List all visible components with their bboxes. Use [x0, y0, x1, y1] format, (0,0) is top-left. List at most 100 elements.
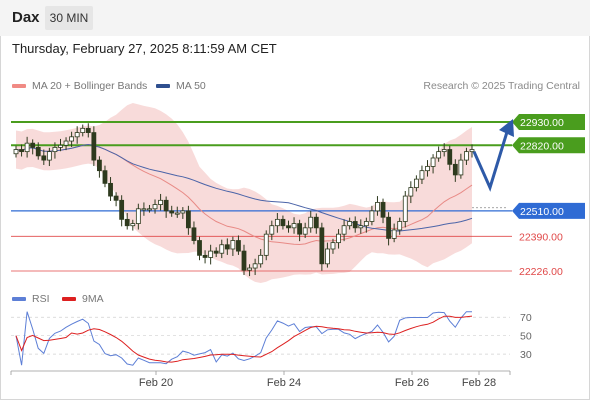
level-label-22510.00: 22510.00 [520, 206, 564, 218]
candle-body [152, 204, 158, 210]
rsi-tick-label: 50 [520, 331, 532, 343]
rsi-tick-label: 70 [520, 312, 532, 324]
level-label-22226.00: 22226.00 [519, 266, 563, 278]
rsi-ma-label: 9MA [82, 293, 104, 305]
candle-body [119, 199, 125, 220]
level-label-22930.00: 22930.00 [520, 117, 564, 129]
candle-body [197, 240, 202, 256]
rsi-swatch [12, 297, 26, 302]
candle-body [202, 254, 208, 258]
rsi-line [15, 311, 472, 366]
candle-body [97, 159, 102, 172]
candle-body [174, 212, 180, 215]
x-tick-label: Feb 20 [139, 377, 173, 389]
candle-body [464, 151, 469, 161]
candle-body [130, 223, 136, 227]
candle-body [458, 159, 464, 176]
candle-body [447, 149, 453, 165]
candle-body [169, 210, 175, 214]
x-tick-label: Feb 26 [395, 377, 429, 389]
candle-body [52, 146, 58, 153]
candle-body [430, 157, 436, 167]
ma50-label: MA 50 [176, 80, 206, 92]
candle-body [213, 250, 219, 254]
candle-body [391, 229, 397, 239]
candle-body [291, 223, 297, 229]
candle-body [69, 136, 75, 142]
level-label-22820.00: 22820.00 [520, 140, 564, 152]
candle-body [319, 227, 325, 265]
candle-body [325, 248, 330, 265]
candle-body [308, 216, 314, 229]
candle-body [224, 244, 230, 250]
candle-body [380, 202, 386, 218]
candle-body [80, 127, 86, 133]
candle-body [436, 151, 442, 159]
candle-body [258, 254, 264, 265]
symbol-label: Dax [12, 9, 40, 26]
candles [13, 123, 475, 277]
level-label-22390.00: 22390.00 [519, 231, 563, 243]
candle-body [330, 242, 336, 250]
candle-body [286, 225, 291, 229]
candle-body [425, 166, 430, 172]
candle-body [358, 225, 364, 229]
legend-rsi: RSI [12, 293, 50, 305]
x-tick-label: Feb 24 [267, 377, 301, 389]
candle-body [413, 178, 419, 189]
candle-body [113, 195, 119, 201]
legend-ma20: MA 20 + Bollinger Bands [12, 80, 147, 92]
candle-body [313, 216, 319, 229]
candle-body [336, 233, 341, 244]
candle-body [191, 227, 197, 241]
candle-body [141, 208, 147, 211]
candle-body [63, 140, 69, 146]
candle-body [341, 225, 347, 235]
forecast-arrowhead [499, 119, 514, 137]
forecast-arrow [472, 131, 509, 192]
candle-body [386, 216, 391, 239]
candle-body [263, 233, 269, 256]
candle-body [408, 187, 414, 197]
ma20-label: MA 20 + Bollinger Bands [32, 80, 148, 92]
timeframe-button[interactable]: 30 MIN [45, 6, 93, 30]
rsi-ma-swatch [62, 297, 76, 302]
candle-body [274, 218, 280, 227]
candle-body [180, 210, 186, 214]
candle-body [108, 182, 113, 197]
candle-body [30, 142, 36, 148]
legend-ma50: MA 50 [156, 80, 206, 92]
candle-body [46, 151, 52, 161]
candle-body [369, 210, 375, 222]
candle-body [185, 210, 191, 229]
candle-body [124, 218, 130, 227]
rsi-label: RSI [32, 293, 50, 305]
legend-9ma: 9MA [62, 293, 104, 305]
candle-body [375, 202, 380, 212]
ma20-swatch [12, 84, 26, 89]
level-tag-22510.00 [512, 202, 585, 219]
candle-body [158, 199, 163, 205]
candle-body [269, 225, 275, 235]
candle-body [247, 267, 252, 271]
candle-body [35, 146, 41, 157]
candle-body [347, 221, 353, 227]
candle-body [163, 199, 169, 212]
research-credit: Research © 2025 Trading Central [423, 80, 580, 92]
candle-body [91, 132, 97, 161]
candle-body [102, 170, 108, 184]
candle-body [58, 144, 63, 148]
candle-body [241, 250, 247, 271]
rsi-tick-label: 30 [520, 349, 532, 361]
candle-body [135, 208, 141, 224]
candle-body [41, 155, 47, 161]
datetime-label: Thursday, February 27, 2025 8:11:59 AM C… [12, 41, 277, 56]
bollinger-band [16, 103, 472, 283]
candle-body [297, 223, 303, 235]
candle-body [147, 208, 152, 211]
candle-body [402, 195, 408, 222]
candle-body [252, 263, 258, 269]
candle-body [24, 142, 30, 153]
candle-body [74, 132, 80, 138]
